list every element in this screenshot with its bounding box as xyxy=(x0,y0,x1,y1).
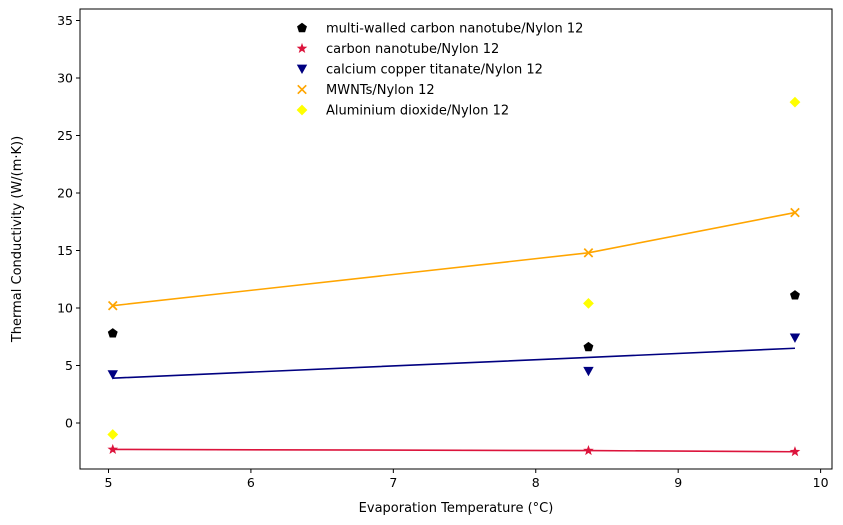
series-markers xyxy=(107,96,801,457)
series-3-point xyxy=(107,300,118,311)
x-tick-label: 10 xyxy=(813,475,829,490)
series-1-trend-line xyxy=(112,448,795,453)
legend-item: calcium copper titanate/Nylon 12 xyxy=(296,63,543,78)
series-1-point xyxy=(583,445,594,456)
series-4-point xyxy=(789,96,801,108)
series-3-point xyxy=(583,247,594,258)
series-2-point xyxy=(583,366,594,377)
y-tick-label: 10 xyxy=(57,301,73,316)
legend-item: MWNTs/Nylon 12 xyxy=(297,83,435,98)
x-axis-label: Evaporation Temperature (°C) xyxy=(359,501,554,516)
y-axis-ticks: 0 5 10 15 20 25 30 35 xyxy=(57,13,80,431)
x-tick-label: 5 xyxy=(105,475,113,490)
legend-label: MWNTs/Nylon 12 xyxy=(326,83,435,98)
x-tick-label: 9 xyxy=(674,475,682,490)
series-3-point xyxy=(790,207,800,218)
legend-label: multi-walled carbon nanotube/Nylon 12 xyxy=(326,22,583,37)
series-0-point xyxy=(107,328,118,338)
series-4-point xyxy=(583,298,594,309)
series-2-trend-line xyxy=(112,347,796,379)
legend-marker xyxy=(296,104,308,116)
legend-marker xyxy=(296,64,308,74)
legend-label: calcium copper titanate/Nylon 12 xyxy=(326,63,543,78)
legend-label: carbon nanotube/Nylon 12 xyxy=(326,42,499,57)
legend-marker xyxy=(297,84,307,95)
y-tick-label: 30 xyxy=(57,71,73,86)
series-1-point xyxy=(107,443,119,454)
x-tick-label: 6 xyxy=(247,475,255,490)
series-lines xyxy=(112,211,796,453)
legend-item: multi-walled carbon nanotube/Nylon 12 xyxy=(297,22,583,37)
legend-label: Aluminium dioxide/Nylon 12 xyxy=(326,104,509,119)
series-4-point xyxy=(107,429,119,440)
y-tick-label: 20 xyxy=(57,186,73,201)
plot-area-frame xyxy=(79,8,833,470)
x-axis-ticks: 5 6 7 8 9 10 xyxy=(105,469,829,490)
y-tick-label: 5 xyxy=(65,358,73,373)
y-tick-label: 0 xyxy=(65,416,73,431)
legend-marker xyxy=(296,42,308,54)
series-2-point xyxy=(107,370,118,380)
x-tick-label: 8 xyxy=(532,475,540,490)
y-axis-label: Thermal Conductivity (W/(m·K)) xyxy=(10,136,25,343)
y-tick-label: 35 xyxy=(57,13,73,28)
series-1-point xyxy=(789,446,801,457)
series-2-point xyxy=(789,333,801,343)
legend: multi-walled carbon nanotube/Nylon 12 car… xyxy=(296,22,583,119)
series-3-trend-line xyxy=(112,211,796,307)
legend-marker xyxy=(297,22,307,33)
legend-item: carbon nanotube/Nylon 12 xyxy=(296,42,499,57)
legend-item: Aluminium dioxide/Nylon 12 xyxy=(296,104,509,119)
y-tick-label: 25 xyxy=(57,128,73,143)
x-tick-label: 7 xyxy=(389,475,397,490)
series-0-point xyxy=(790,290,800,300)
y-tick-label: 15 xyxy=(57,243,73,258)
series-0-point xyxy=(583,341,594,352)
